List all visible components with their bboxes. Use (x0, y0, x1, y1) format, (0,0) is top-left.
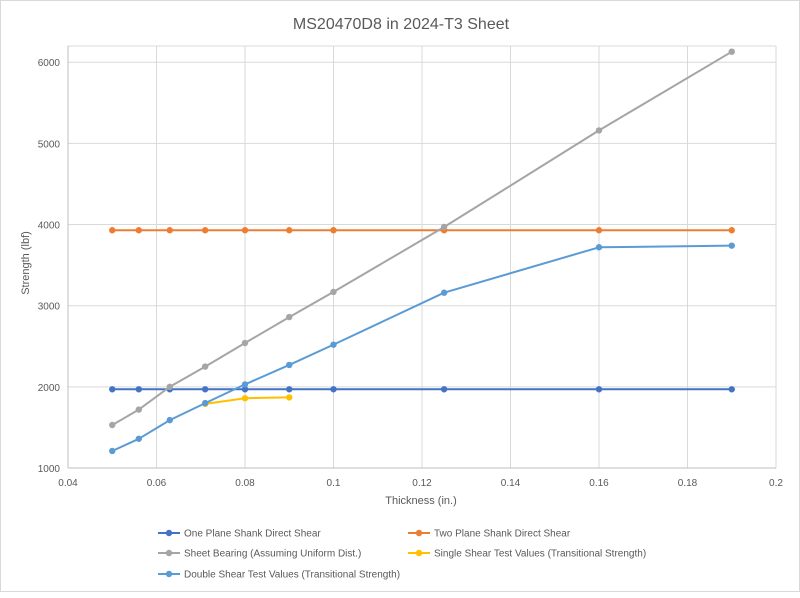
gridlines (67, 45, 777, 469)
data-point (241, 381, 249, 388)
x-tick-label: 0.16 (589, 478, 609, 489)
x-tick-label: 0.2 (769, 478, 783, 489)
legend-item: Sheet Bearing (Assuming Uniform Dist.) (158, 549, 361, 560)
data-point (595, 227, 603, 234)
x-axis-title: Thickness (in.) (385, 495, 457, 507)
y-tick-label: 4000 (38, 221, 61, 232)
data-point (330, 288, 337, 296)
data-point (330, 341, 337, 348)
data-point (109, 421, 116, 429)
legend-item: Two Plane Shank Direct Shear (408, 529, 571, 540)
data-point (286, 227, 293, 234)
series-group (109, 48, 735, 455)
y-tick-label: 6000 (38, 58, 61, 69)
data-point (109, 227, 116, 234)
legend-label: Sheet Bearing (Assuming Uniform Dist.) (184, 549, 361, 560)
data-point (135, 435, 142, 442)
x-tick-label: 0.06 (147, 478, 167, 489)
series-3 (109, 48, 735, 429)
data-point (330, 227, 337, 234)
data-point (166, 227, 173, 234)
x-tick-label: 0.18 (678, 478, 698, 489)
data-point (440, 223, 448, 231)
data-point (728, 227, 735, 234)
series-line (111, 244, 732, 452)
y-tick-label: 5000 (38, 139, 61, 150)
y-tick-label: 3000 (38, 302, 61, 313)
data-point (241, 227, 249, 234)
data-point (286, 313, 293, 321)
data-point (201, 399, 209, 407)
data-point (109, 386, 116, 393)
data-point (286, 394, 293, 401)
legend-marker (165, 549, 173, 557)
data-point (135, 406, 142, 413)
data-point (241, 386, 249, 393)
data-point (166, 416, 173, 424)
legend-marker (415, 549, 423, 557)
x-tick-label: 0.08 (235, 478, 255, 489)
data-point (595, 386, 603, 393)
y-tick-label: 2000 (38, 383, 61, 394)
legend-marker (165, 529, 173, 537)
axes: 0.04 0.06 0.08 0.1 0.12 0.14 0.16 0.18 0.2 1000 20… (38, 46, 783, 489)
data-point (109, 447, 116, 455)
data-point (135, 227, 142, 234)
data-point (728, 242, 735, 249)
legend: One Plane Shank Direct Shear Two Plane Sh… (158, 529, 646, 581)
legend-label: Double Shear Test Values (Transitional S… (184, 570, 400, 581)
x-tick-label: 0.12 (412, 478, 432, 489)
data-point (201, 227, 209, 234)
legend-label: One Plane Shank Direct Shear (184, 529, 321, 540)
legend-item: One Plane Shank Direct Shear (158, 529, 321, 540)
data-point (286, 386, 293, 393)
legend-item: Double Shear Test Values (Transitional S… (158, 570, 400, 581)
data-point (728, 386, 735, 393)
x-tick-label: 0.1 (327, 478, 341, 489)
legend-marker (415, 529, 423, 537)
legend-label: Two Plane Shank Direct Shear (434, 529, 571, 540)
series-2 (109, 227, 735, 234)
y-axis-title: Strength (lbf) (20, 231, 32, 295)
data-point (595, 127, 603, 134)
data-point (241, 339, 249, 347)
series-4 (201, 394, 293, 408)
data-point (440, 386, 448, 393)
data-point (201, 386, 209, 393)
chart-title: MS20470D8 in 2024-T3 Sheet (293, 16, 510, 33)
y-tick-label: 1000 (38, 464, 61, 475)
x-tick-label: 0.04 (58, 478, 78, 489)
data-point (595, 244, 603, 251)
data-point (728, 48, 735, 55)
data-point (330, 386, 337, 393)
series-5 (109, 242, 735, 455)
data-point (440, 289, 448, 296)
series-line (111, 50, 733, 426)
legend-marker (165, 570, 173, 578)
legend-label: Single Shear Test Values (Transitional S… (434, 549, 646, 560)
data-point (135, 386, 142, 393)
x-tick-label: 0.14 (501, 478, 521, 489)
data-point (241, 395, 249, 402)
data-point (286, 361, 293, 369)
data-point (166, 383, 173, 391)
legend-item: Single Shear Test Values (Transitional S… (408, 549, 646, 560)
data-point (201, 363, 209, 370)
